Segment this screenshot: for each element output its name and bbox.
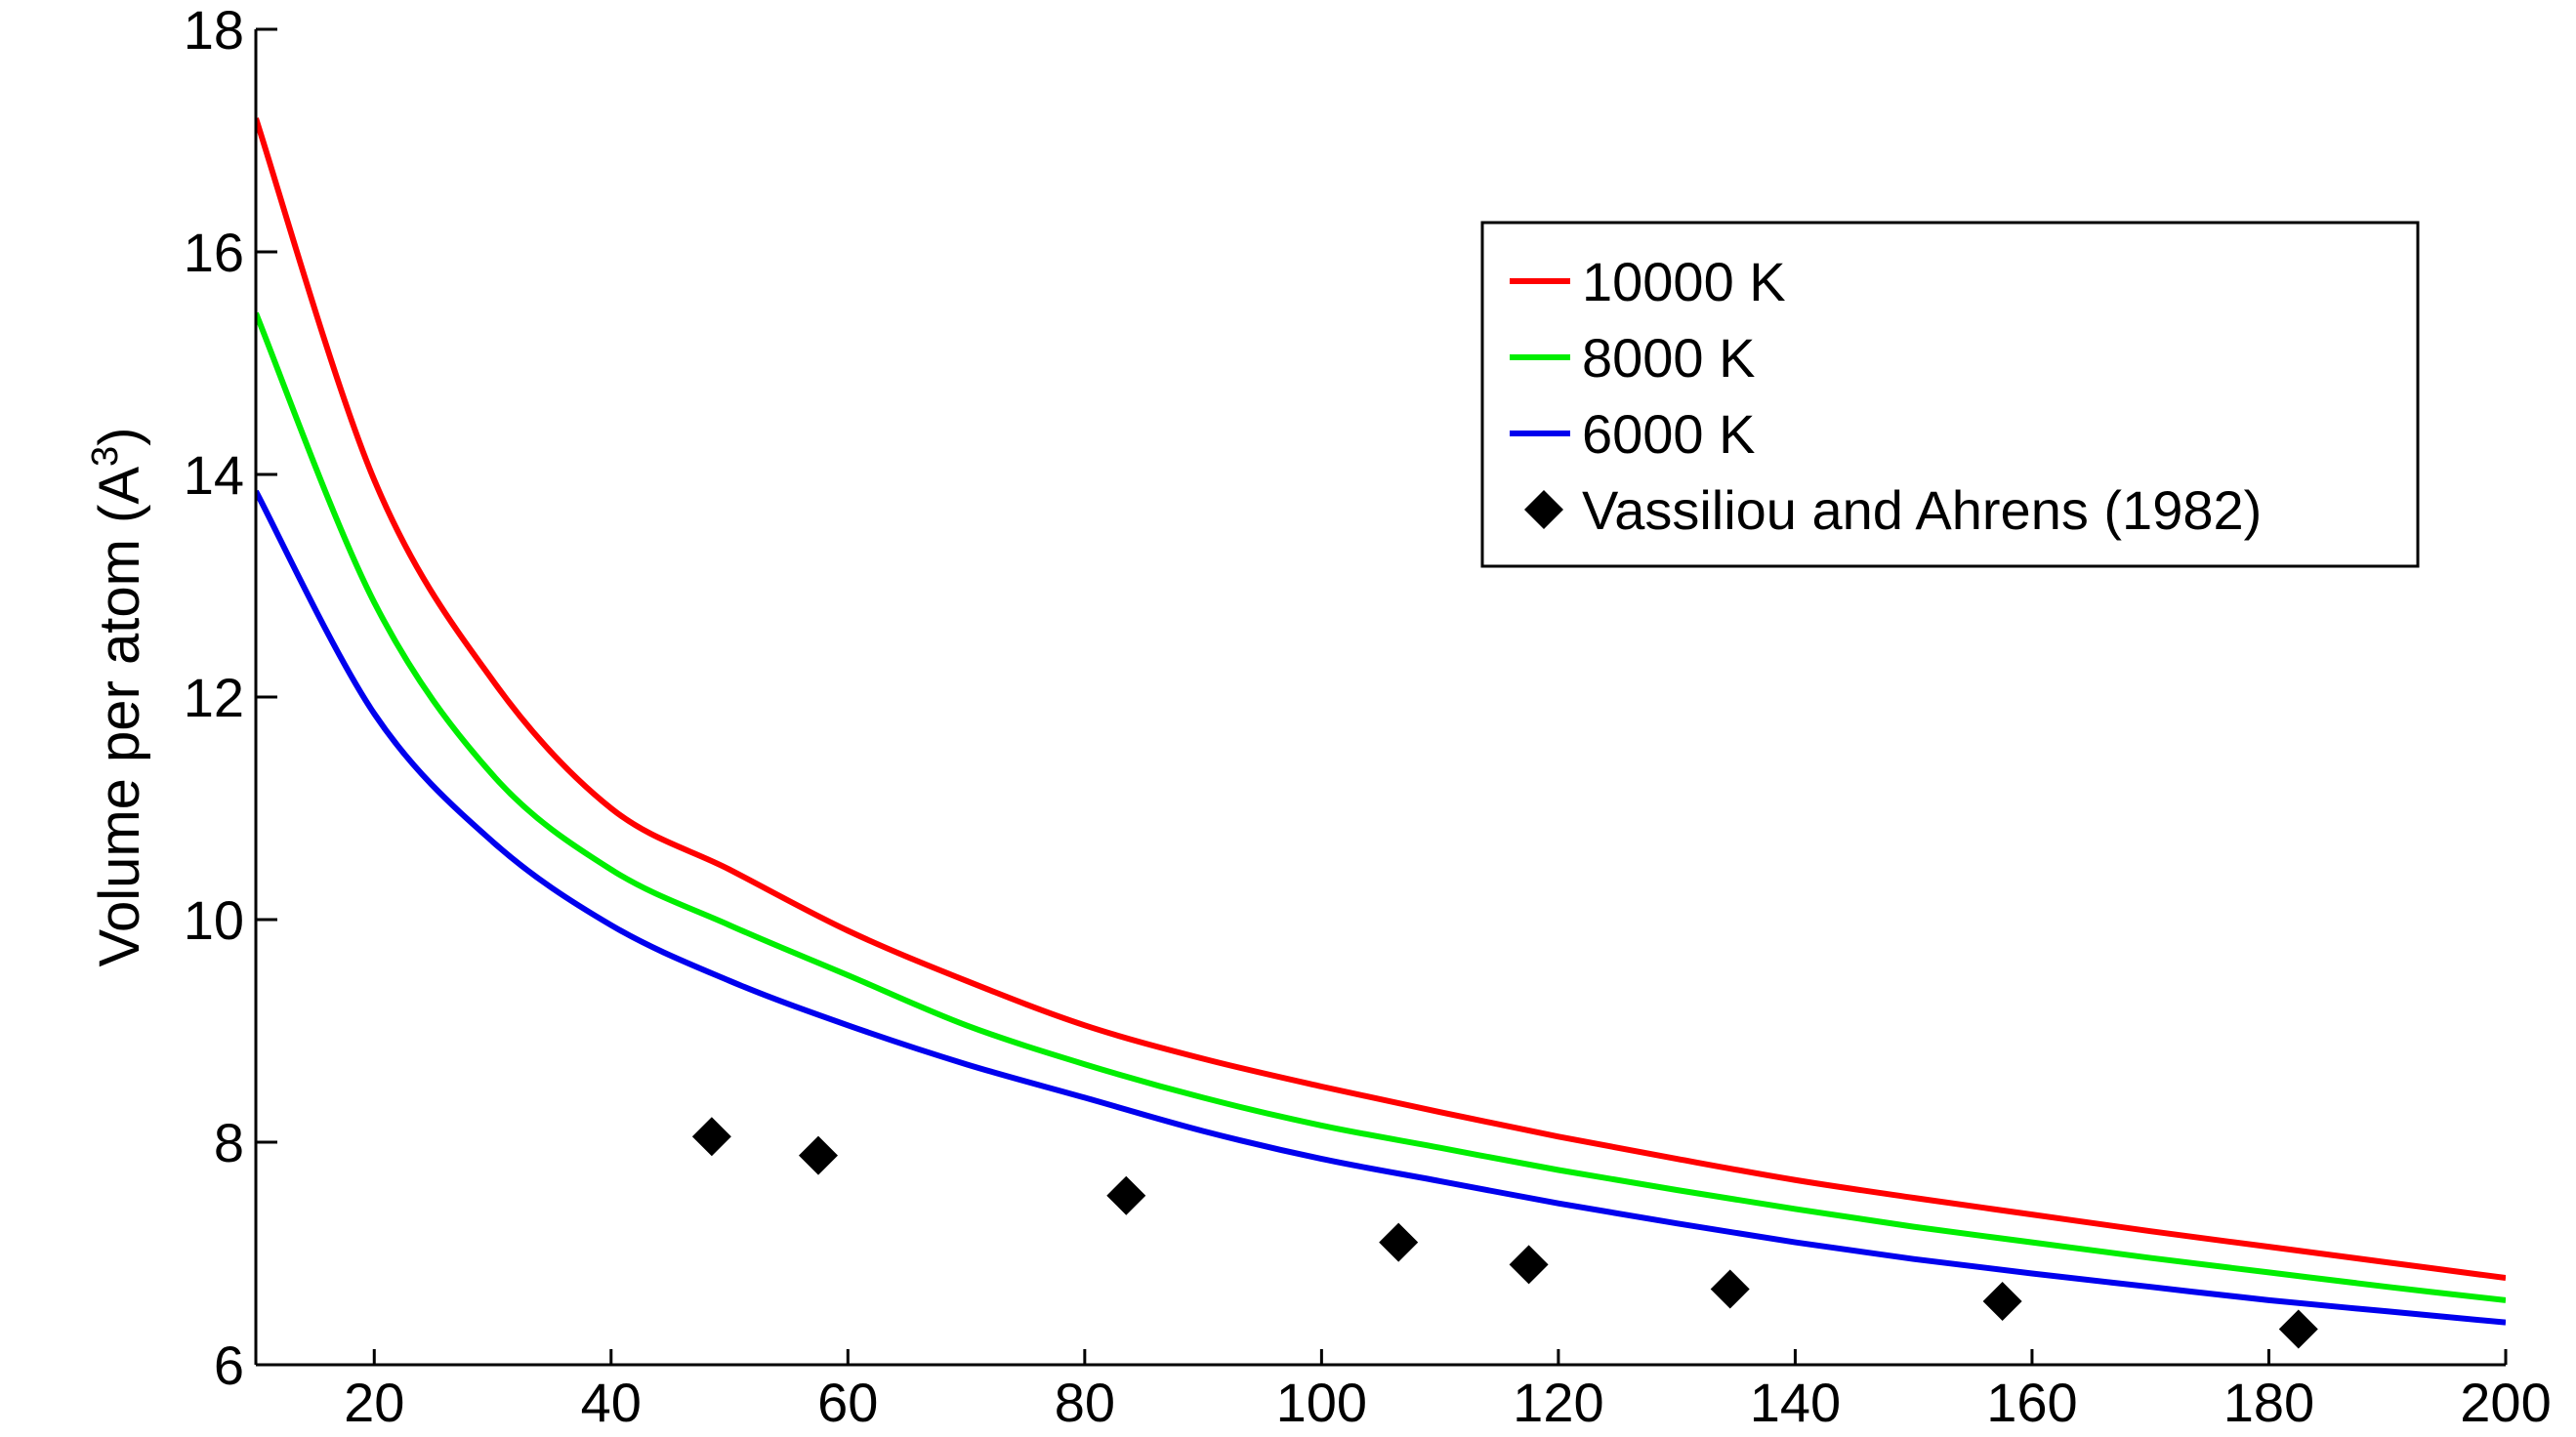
y-axis-label-suffix: ) bbox=[88, 427, 151, 445]
legend-label: 8000 K bbox=[1582, 327, 1756, 389]
y-tick-label: 18 bbox=[184, 0, 244, 61]
data-point-diamond bbox=[799, 1135, 838, 1175]
x-tick-label: 200 bbox=[2460, 1372, 2551, 1433]
x-tick-label: 160 bbox=[1986, 1372, 2077, 1433]
x-tick-label: 80 bbox=[1055, 1372, 1115, 1433]
data-point-diamond bbox=[1106, 1175, 1146, 1215]
x-tick-label: 100 bbox=[1276, 1372, 1367, 1433]
x-tick-label: 40 bbox=[581, 1372, 642, 1433]
legend-label: 6000 K bbox=[1582, 403, 1756, 465]
series-line-10000-k bbox=[256, 117, 2506, 1282]
x-tick-label: 180 bbox=[2223, 1372, 2314, 1433]
y-tick-label: 10 bbox=[184, 889, 244, 951]
x-tick-label: 20 bbox=[344, 1372, 404, 1433]
x-tick-label: 60 bbox=[817, 1372, 878, 1433]
legend-box bbox=[1480, 221, 2420, 568]
data-point-diamond bbox=[1379, 1222, 1419, 1262]
legend-entries: 10000 K 8000 K 6000 K Vassiliou and Ahrens … bbox=[1510, 251, 2262, 541]
y-axis-label: Volume per atom (A3) bbox=[85, 427, 151, 966]
series-line-8000-k bbox=[256, 311, 2506, 1303]
legend-swatch-diamond bbox=[1524, 490, 1563, 529]
legend-label: 10000 K bbox=[1582, 251, 1786, 312]
x-ticks: 20 40 60 80 100 120 140 160 180 200 bbox=[344, 1349, 2552, 1433]
x-tick-label: 120 bbox=[1513, 1372, 1603, 1433]
y-ticks: 6 8 10 12 14 16 18 bbox=[184, 0, 277, 1396]
data-point-diamond bbox=[691, 1117, 731, 1157]
data-point-diamond bbox=[1982, 1282, 2022, 1322]
y-tick-label: 12 bbox=[184, 667, 244, 728]
y-tick-label: 14 bbox=[184, 444, 244, 506]
data-point-diamond bbox=[1710, 1269, 1750, 1309]
y-tick-label: 16 bbox=[184, 222, 244, 283]
series-line-6000-k bbox=[256, 489, 2506, 1326]
legend-label: Vassiliou and Ahrens (1982) bbox=[1582, 479, 2262, 541]
data-point-diamond bbox=[2278, 1309, 2318, 1349]
series-layer bbox=[256, 117, 2506, 1326]
y-tick-label: 6 bbox=[214, 1334, 244, 1396]
marker-layer bbox=[691, 1117, 2318, 1349]
y-tick-label: 8 bbox=[214, 1112, 244, 1173]
data-point-diamond bbox=[1509, 1245, 1549, 1285]
x-tick-label: 140 bbox=[1750, 1372, 1841, 1433]
y-axis-label-superscript: 3 bbox=[85, 446, 126, 467]
plot-area bbox=[256, 117, 2506, 1349]
axes: 20 40 60 80 100 120 140 160 180 200 6 8 10 12 14 16 18 bbox=[184, 0, 2552, 1433]
legend: 10000 K 8000 K 6000 K Vassiliou and Ahrens … bbox=[1480, 221, 2420, 568]
